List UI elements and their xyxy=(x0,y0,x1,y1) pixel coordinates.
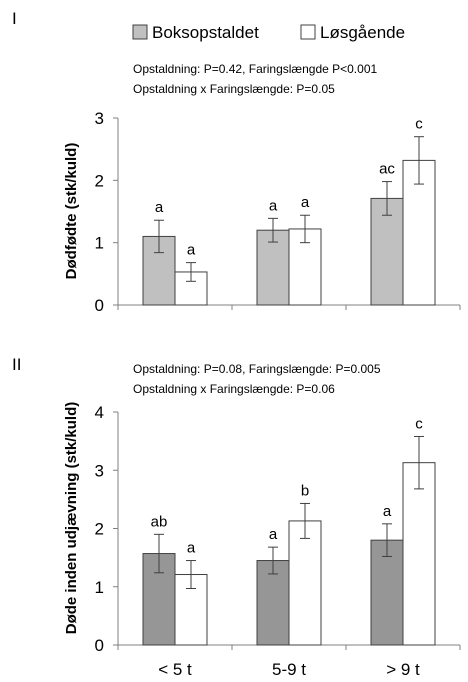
panel-2-y-tick-label: 0 xyxy=(95,636,104,655)
panel-1-significance-letter: a xyxy=(187,242,196,259)
panel-1-bar-losgaende xyxy=(174,271,208,306)
panel-2-bar-losgaende xyxy=(402,462,436,646)
panel-2: II Opstaldning: P=0.08, Faringslængde: P… xyxy=(12,355,461,679)
legend-label-losgaende: Løsgående xyxy=(320,23,405,42)
legend-swatch-losgaende xyxy=(300,24,316,40)
panel-2-label: II xyxy=(12,355,21,374)
panel-2-significance-letter: a xyxy=(269,526,278,543)
panel-2-x-category-label: > 9 t xyxy=(386,660,420,679)
legend-swatch-boksopstaldet xyxy=(132,24,148,40)
panel-1-y-tick-label: 1 xyxy=(95,234,104,253)
panel-1-bar-boksopstaldet xyxy=(256,229,290,306)
panel-2-bar-boksopstaldet xyxy=(370,539,404,646)
panel-1-bar-boksopstaldet xyxy=(370,197,404,306)
panel-1-stats-line-2: Opstaldning x Faringslængde: P=0.05 xyxy=(133,82,335,96)
panel-2-x-category-label: < 5 t xyxy=(158,660,192,679)
panel-2-bar-losgaende xyxy=(288,520,322,646)
panel-2-significance-letter: a xyxy=(187,540,196,557)
panel-2-x-category-label: 5-9 t xyxy=(272,660,306,679)
legend-label-boksopstaldet: Boksopstaldet xyxy=(152,23,259,42)
panel-2-significance-letter: ab xyxy=(151,513,168,530)
panel-2-stats-line-1: Opstaldning: P=0.08, Faringslængde: P=0.… xyxy=(133,362,381,376)
panel-2-significance-letter: a xyxy=(383,503,392,520)
panel-1-stats-line-1: Opstaldning: P=0.42, Faringslængde P<0.0… xyxy=(133,62,377,76)
panel-2-y-tick-label: 3 xyxy=(95,461,104,480)
panel-2-y-tick-label: 4 xyxy=(95,403,104,422)
panel-2-stats-line-2: Opstaldning x Faringslængde: P=0.06 xyxy=(133,382,335,396)
panel-2-y-tick-label: 2 xyxy=(95,520,104,539)
panel-1-label: I xyxy=(12,9,17,28)
legend: Boksopstaldet Løsgående xyxy=(132,23,405,42)
panel-1-significance-letter: c xyxy=(415,116,423,133)
panel-1-significance-letter: a xyxy=(301,194,310,211)
panel-1-significance-letter: a xyxy=(155,199,164,216)
panel-1: I Opstaldning: P=0.42, Faringslængde P<0… xyxy=(12,9,461,315)
panel-2-y-tick-label: 1 xyxy=(95,578,104,597)
panel-2-bar-boksopstaldet xyxy=(256,560,290,646)
panel-1-significance-letter: a xyxy=(269,197,278,214)
panel-1-y-tick-label: 0 xyxy=(95,296,104,315)
panel-1-y-axis-label: Dødfødte (stk/kuld) xyxy=(63,143,80,280)
panel-1-significance-letter: ac xyxy=(379,161,395,178)
panel-1-marks: a a a a ac c xyxy=(142,116,436,306)
panel-2-significance-letter: b xyxy=(301,482,309,499)
panel-1-y-tick-label: 2 xyxy=(95,171,104,190)
panel-2-significance-letter: c xyxy=(415,415,423,432)
panel-2-y-axis-label: Døde inden udjævning (stk/kuld) xyxy=(63,402,80,635)
panel-1-y-tick-label: 3 xyxy=(95,109,104,128)
